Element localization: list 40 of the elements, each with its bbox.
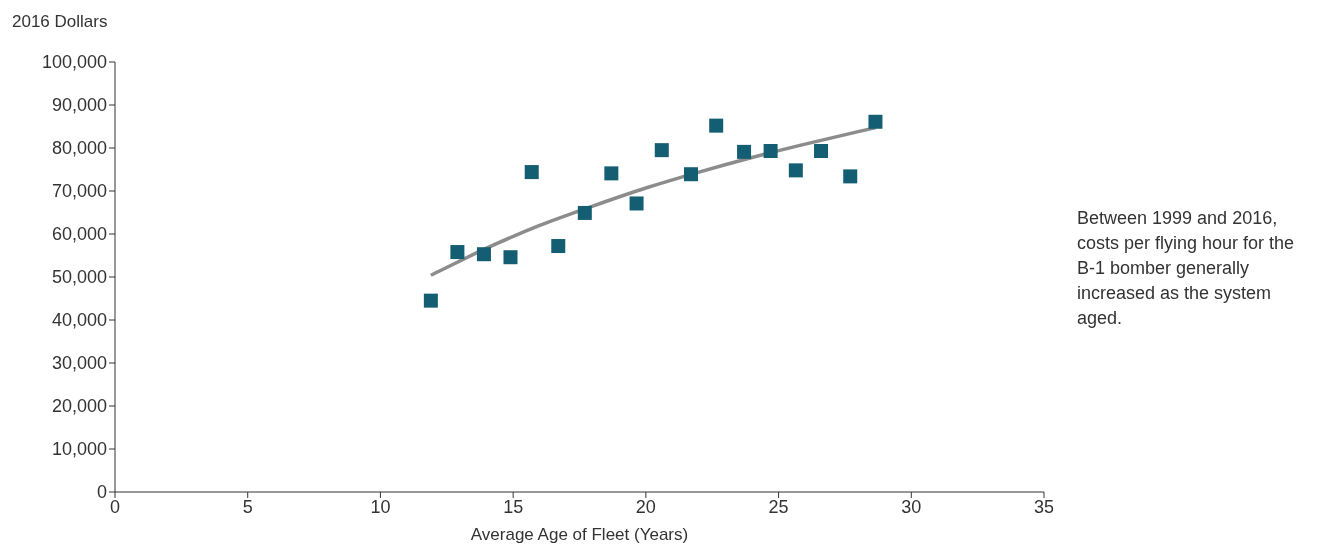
x-tick-label: 0 (109, 496, 121, 517)
y-tick-label: 30,000 (51, 353, 107, 374)
y-tick-label: 40,000 (51, 310, 107, 331)
y-axis-title: 2016 Dollars (12, 12, 108, 32)
y-tick-label: 90,000 (51, 95, 107, 116)
x-tick-label: 15 (503, 496, 524, 517)
x-axis-title: Average Age of Fleet (Years) (470, 525, 689, 544)
point (654, 143, 669, 158)
point (737, 144, 752, 159)
point (763, 144, 778, 159)
point (683, 167, 698, 182)
x-tick-label: 35 (1033, 496, 1055, 517)
y-tick-label: 10,000 (51, 439, 107, 460)
point (551, 239, 566, 254)
point (476, 247, 491, 262)
y-tick-label: 50,000 (51, 267, 107, 288)
point (577, 205, 592, 220)
y-tick-label: 80,000 (51, 138, 107, 159)
x-tick-label: 30 (901, 496, 922, 517)
point (503, 250, 518, 265)
x-tick-label: 5 (242, 496, 253, 517)
point (524, 165, 539, 180)
text: Between 1999 and 2016, costs per flying hour for the B-1 bomber generally increased as the system aged. (1077, 207, 1296, 330)
point (450, 245, 465, 260)
x-tick-label: 25 (768, 496, 789, 517)
point (843, 169, 858, 184)
y-tick-label: 20,000 (51, 396, 107, 417)
point (814, 144, 829, 159)
point (709, 118, 724, 133)
point (788, 163, 803, 178)
point (629, 196, 644, 211)
x-tick-label: 20 (635, 496, 656, 517)
x-tick-label: 10 (370, 496, 391, 517)
y-tick-label: 60,000 (51, 224, 107, 245)
point (604, 166, 619, 181)
y-tick-label: 70,000 (51, 181, 107, 202)
y-tick-label: 100,000 (41, 52, 107, 73)
y-tick-label: 0 (96, 482, 107, 503)
point (868, 114, 883, 129)
point (423, 293, 438, 308)
